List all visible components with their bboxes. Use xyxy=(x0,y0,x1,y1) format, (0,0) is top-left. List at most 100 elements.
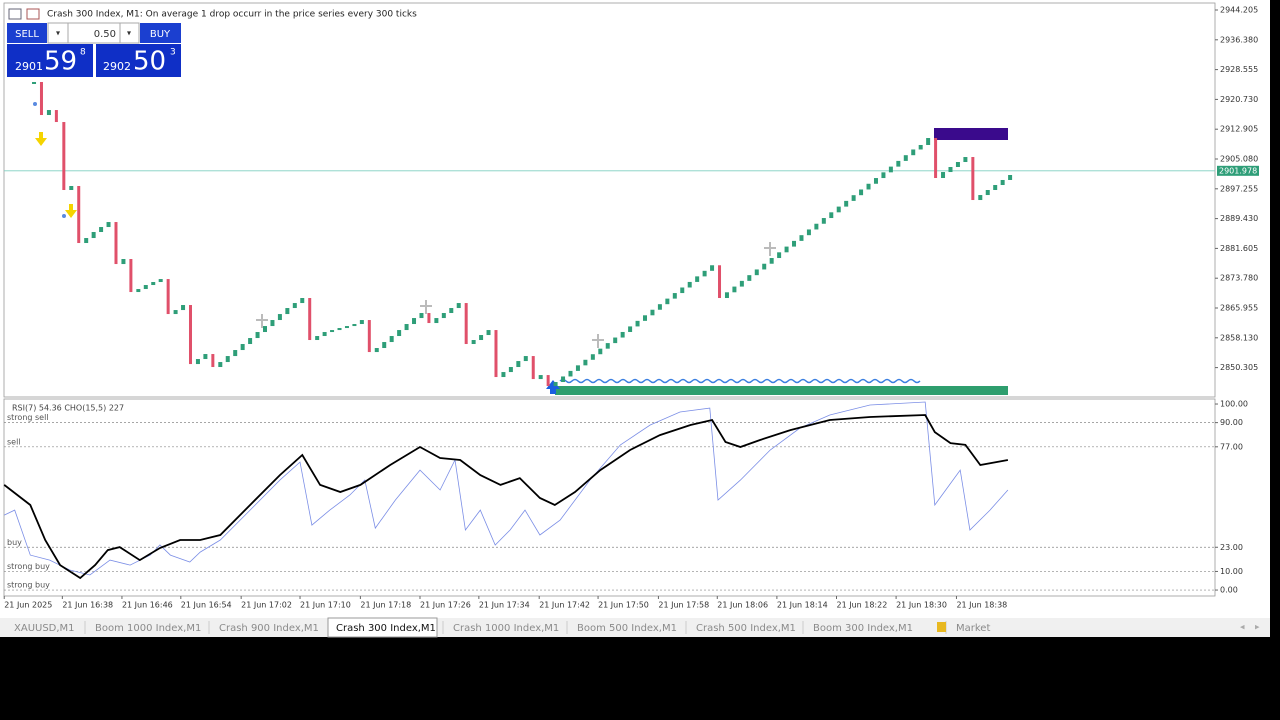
tab[interactable]: XAUUSD,M1 xyxy=(14,623,75,634)
candle xyxy=(427,313,431,324)
volume-up[interactable] xyxy=(119,22,140,44)
tab[interactable]: Crash 900 Index,M1 xyxy=(219,623,319,634)
tab[interactable]: Market xyxy=(956,623,990,634)
candle xyxy=(248,338,253,345)
candle xyxy=(195,359,200,365)
candle xyxy=(888,166,893,173)
y-tick-label: 2905.080 xyxy=(1220,155,1258,164)
candle xyxy=(777,252,782,259)
candle xyxy=(553,382,558,387)
bid-box[interactable] xyxy=(7,44,93,77)
candle xyxy=(352,324,357,327)
buy-button[interactable] xyxy=(140,23,181,43)
y-tick-label: 2936.380 xyxy=(1220,35,1258,44)
lock-icon xyxy=(937,622,946,632)
candle xyxy=(985,190,990,196)
candle xyxy=(367,320,371,353)
y-tick-label: 2850.305 xyxy=(1220,363,1258,372)
candle xyxy=(270,320,275,327)
candle xyxy=(308,298,312,341)
window xyxy=(0,0,1270,637)
ask-big: 2902 xyxy=(103,60,131,73)
y-tick-label: 100.00 xyxy=(1220,400,1248,409)
y-tick-label: 2865.955 xyxy=(1220,304,1258,313)
candle xyxy=(590,354,595,360)
candle xyxy=(337,328,342,331)
candle xyxy=(501,372,506,378)
candle xyxy=(91,232,96,239)
candle xyxy=(747,275,752,281)
candle xyxy=(672,293,677,299)
candle xyxy=(322,332,327,337)
x-tick-label: 21 Jun 18:14 xyxy=(777,601,828,610)
candle xyxy=(739,280,744,287)
tab[interactable]: Boom 500 Index,M1 xyxy=(577,623,677,634)
indicator-frame xyxy=(3,398,1216,597)
tab-scroll[interactable]: ▸ xyxy=(1255,623,1260,633)
candle xyxy=(814,223,819,230)
tab-bar xyxy=(0,618,1270,637)
ask-box[interactable] xyxy=(96,44,181,77)
y-tick-label: 2912.905 xyxy=(1220,125,1258,134)
tab[interactable]: Boom 1000 Index,M1 xyxy=(95,623,201,634)
candle xyxy=(769,258,774,264)
x-tick-label: 21 Jun 2025 xyxy=(4,601,52,610)
candle xyxy=(233,350,238,357)
candle xyxy=(851,195,856,201)
candle xyxy=(330,330,335,333)
candle xyxy=(1008,174,1013,180)
buy-label[interactable]: BUY xyxy=(150,29,171,40)
candle xyxy=(218,362,223,368)
candle xyxy=(836,206,841,213)
arrow: ▾ xyxy=(56,29,60,38)
tab-scroll[interactable]: ◂ xyxy=(1240,623,1245,633)
ask-main: 50 xyxy=(133,47,166,77)
sell-button[interactable] xyxy=(7,23,47,43)
candle xyxy=(441,313,446,319)
x-tick-label: 21 Jun 17:58 xyxy=(658,601,709,610)
icon[interactable] xyxy=(8,8,22,20)
tab[interactable]: Crash 300 Index,M1 xyxy=(336,623,436,634)
candle xyxy=(792,240,797,247)
x-tick-label: 21 Jun 17:26 xyxy=(420,601,471,610)
candle xyxy=(523,356,528,362)
candle xyxy=(978,195,983,201)
candle xyxy=(971,157,975,201)
candle xyxy=(687,281,692,288)
sell-label[interactable]: SELL xyxy=(15,29,39,40)
y-tick-label: 2881.605 xyxy=(1220,244,1258,253)
price-tag xyxy=(1217,165,1259,176)
chart-title: Crash 300 Index, M1: On average 1 drop o… xyxy=(47,10,417,20)
y-tick-label: 77.00 xyxy=(1220,442,1243,451)
candle xyxy=(993,185,998,191)
bid-main: 59 xyxy=(44,47,77,77)
level-label: strong sell xyxy=(7,413,49,422)
candle xyxy=(934,138,938,179)
tab[interactable]: Crash 500 Index,M1 xyxy=(696,623,796,634)
candle xyxy=(628,326,633,332)
candle xyxy=(561,376,566,383)
candle xyxy=(508,367,513,373)
candle xyxy=(732,286,737,293)
candle xyxy=(255,332,260,339)
icon[interactable] xyxy=(26,8,40,20)
candle xyxy=(605,343,610,349)
candle xyxy=(718,265,722,299)
level-label: strong buy xyxy=(7,562,50,571)
candle xyxy=(657,304,662,310)
x-tick-label: 21 Jun 17:34 xyxy=(479,601,530,610)
volume[interactable]: 0.50 xyxy=(94,29,116,40)
x-tick-label: 21 Jun 18:38 xyxy=(956,601,1007,610)
candle xyxy=(903,155,908,161)
candle xyxy=(158,279,163,283)
tab[interactable]: Boom 300 Index,M1 xyxy=(813,623,913,634)
candle xyxy=(382,342,387,349)
candle xyxy=(114,222,118,265)
tab[interactable]: Crash 1000 Index,M1 xyxy=(453,623,559,634)
tab-active xyxy=(327,617,438,638)
candle xyxy=(829,212,834,219)
dot xyxy=(62,214,66,218)
candle xyxy=(896,160,901,167)
candle xyxy=(277,314,282,321)
candle xyxy=(151,282,156,286)
